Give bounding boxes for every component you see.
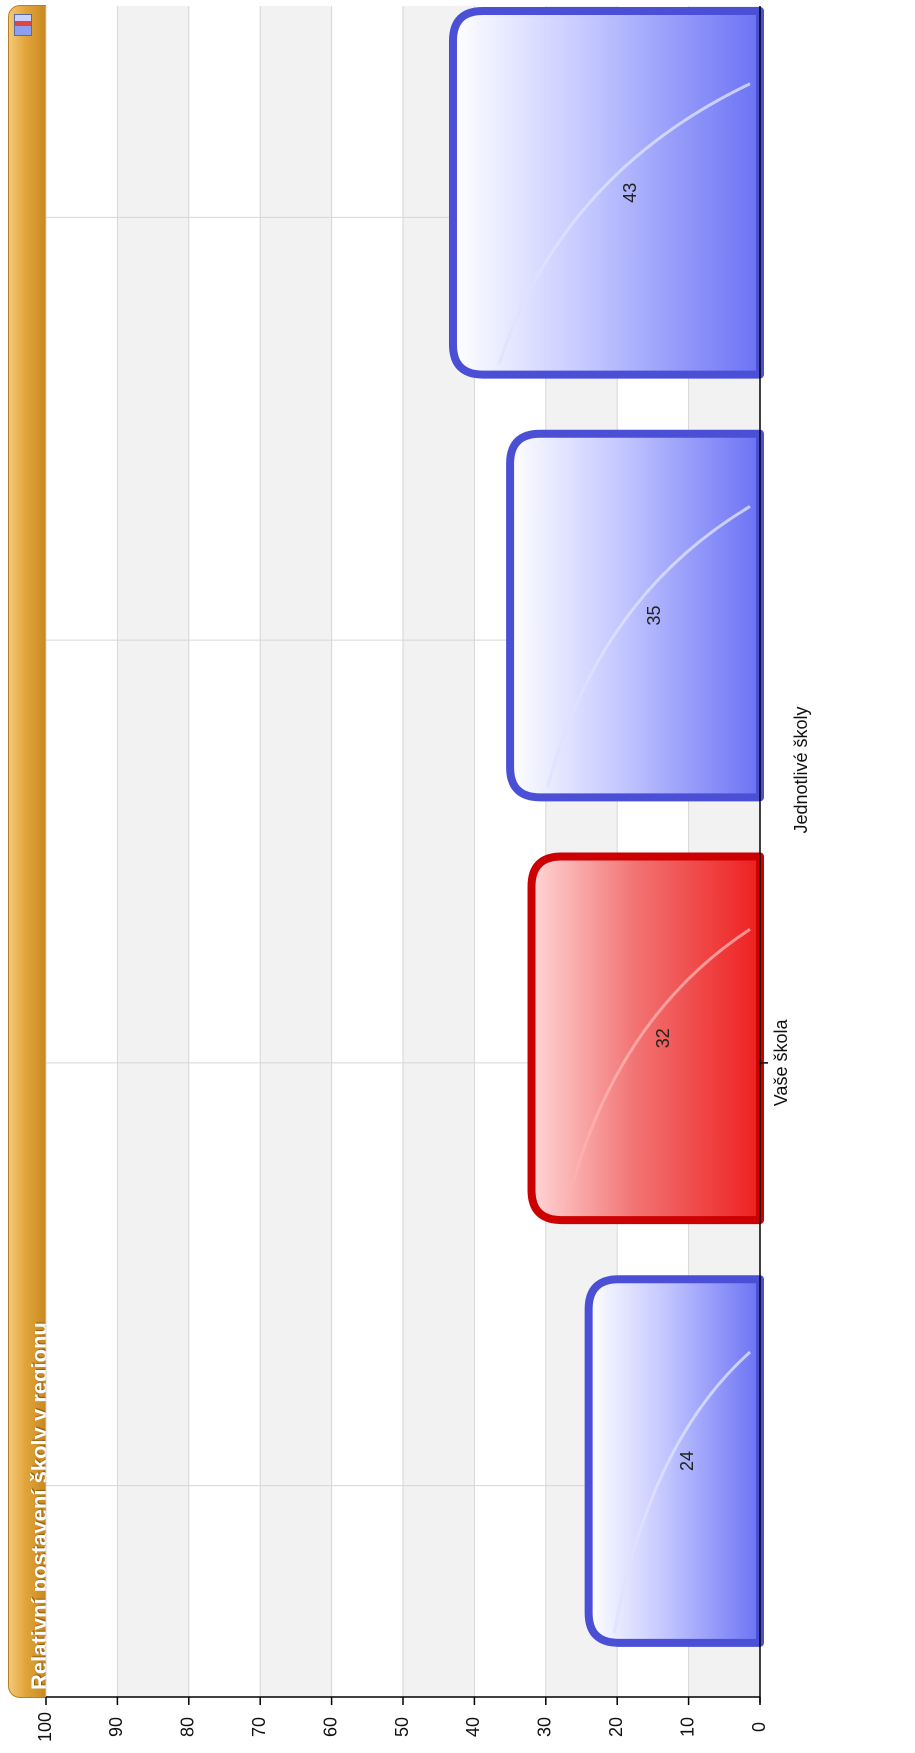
- value-tick-label: 60: [320, 1717, 340, 1737]
- bar-sheen: [546, 505, 751, 788]
- data-label: 43: [620, 183, 640, 203]
- bar-body: [448, 7, 764, 379]
- value-tick-label: 90: [106, 1717, 126, 1737]
- bar-body: [506, 429, 764, 802]
- bar-sheen: [612, 1350, 752, 1634]
- value-tick-label: 40: [463, 1717, 483, 1737]
- chart-icon[interactable]: [14, 14, 32, 36]
- grid-band: [188, 6, 261, 1697]
- bar-sheen: [564, 927, 751, 1211]
- bar-body: [527, 852, 764, 1225]
- x-axis-title: Jednotlivé školy: [791, 706, 811, 833]
- value-tick-label: 20: [606, 1717, 626, 1737]
- title-bar: [8, 5, 46, 1698]
- bar: 24: [584, 1275, 764, 1647]
- value-tick-label: 50: [392, 1717, 412, 1737]
- data-label: 35: [644, 606, 664, 626]
- category-tick-label: Vaše škola: [771, 1019, 791, 1107]
- data-label: 32: [653, 1028, 673, 1048]
- data-label: 24: [677, 1451, 697, 1471]
- value-tick-label: 30: [535, 1717, 555, 1737]
- value-tick-label: 100: [35, 1712, 55, 1742]
- grid-band: [331, 6, 403, 1697]
- grid-band: [46, 6, 118, 1697]
- bar: 43: [448, 7, 764, 379]
- grid-band: [260, 6, 332, 1697]
- bar-series: 24 32 35 43: [448, 7, 764, 1647]
- value-tick-label: 0: [749, 1722, 769, 1732]
- axes: 0 10 20 30 40 50 60 70 80 90 100 Vaše škola Jednotli…: [35, 6, 811, 1742]
- value-tick-label: 70: [249, 1717, 269, 1737]
- grid-band: [117, 6, 189, 1697]
- bar-sheen: [497, 82, 751, 366]
- value-tick-label: 80: [178, 1717, 198, 1737]
- bar-highlight: 32: [527, 852, 764, 1225]
- bar-body: [584, 1275, 764, 1647]
- value-tick-label: 10: [677, 1717, 697, 1737]
- bar: 35: [506, 429, 764, 802]
